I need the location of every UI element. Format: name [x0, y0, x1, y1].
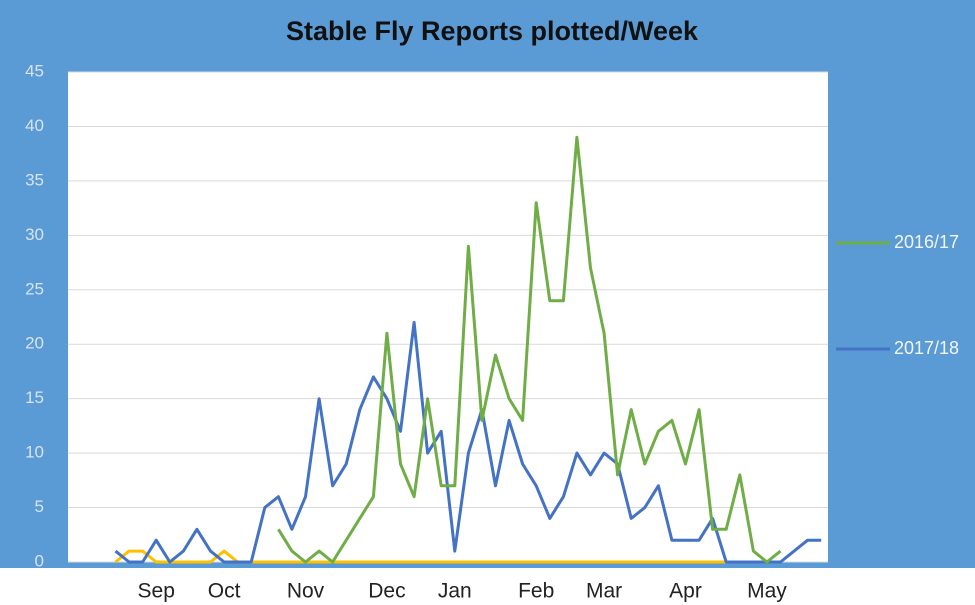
- y-tick-label: 5: [35, 497, 44, 516]
- x-tick-label: Nov: [287, 580, 325, 603]
- x-tick-label: Apr: [669, 580, 702, 603]
- y-tick-label: 0: [35, 551, 44, 570]
- y-tick-label: 10: [25, 443, 44, 462]
- x-tick-label: May: [747, 580, 787, 603]
- series-line: [114, 320, 822, 564]
- y-tick-label: 15: [25, 388, 44, 407]
- y-tick-label: 20: [25, 334, 44, 353]
- series-line: [277, 135, 782, 564]
- legend-label: 2017/18: [894, 338, 959, 358]
- chart-title: Stable Fly Reports plotted/Week: [286, 16, 699, 46]
- y-tick-label: 45: [25, 61, 44, 80]
- x-tick-label: Mar: [586, 580, 622, 603]
- x-tick-label: Oct: [208, 580, 241, 603]
- x-tick-label: Feb: [518, 580, 554, 603]
- y-tick-label: 40: [25, 116, 44, 135]
- y-tick-label: 35: [25, 170, 44, 189]
- y-tick-label: 25: [25, 279, 44, 298]
- x-tick-label: Jan: [438, 580, 472, 603]
- x-tick-label: Dec: [368, 580, 405, 603]
- x-tick-label: Sep: [138, 580, 175, 603]
- legend-label: 2016/17: [894, 232, 959, 252]
- y-tick-label: 30: [25, 225, 44, 244]
- series-line: [114, 549, 781, 564]
